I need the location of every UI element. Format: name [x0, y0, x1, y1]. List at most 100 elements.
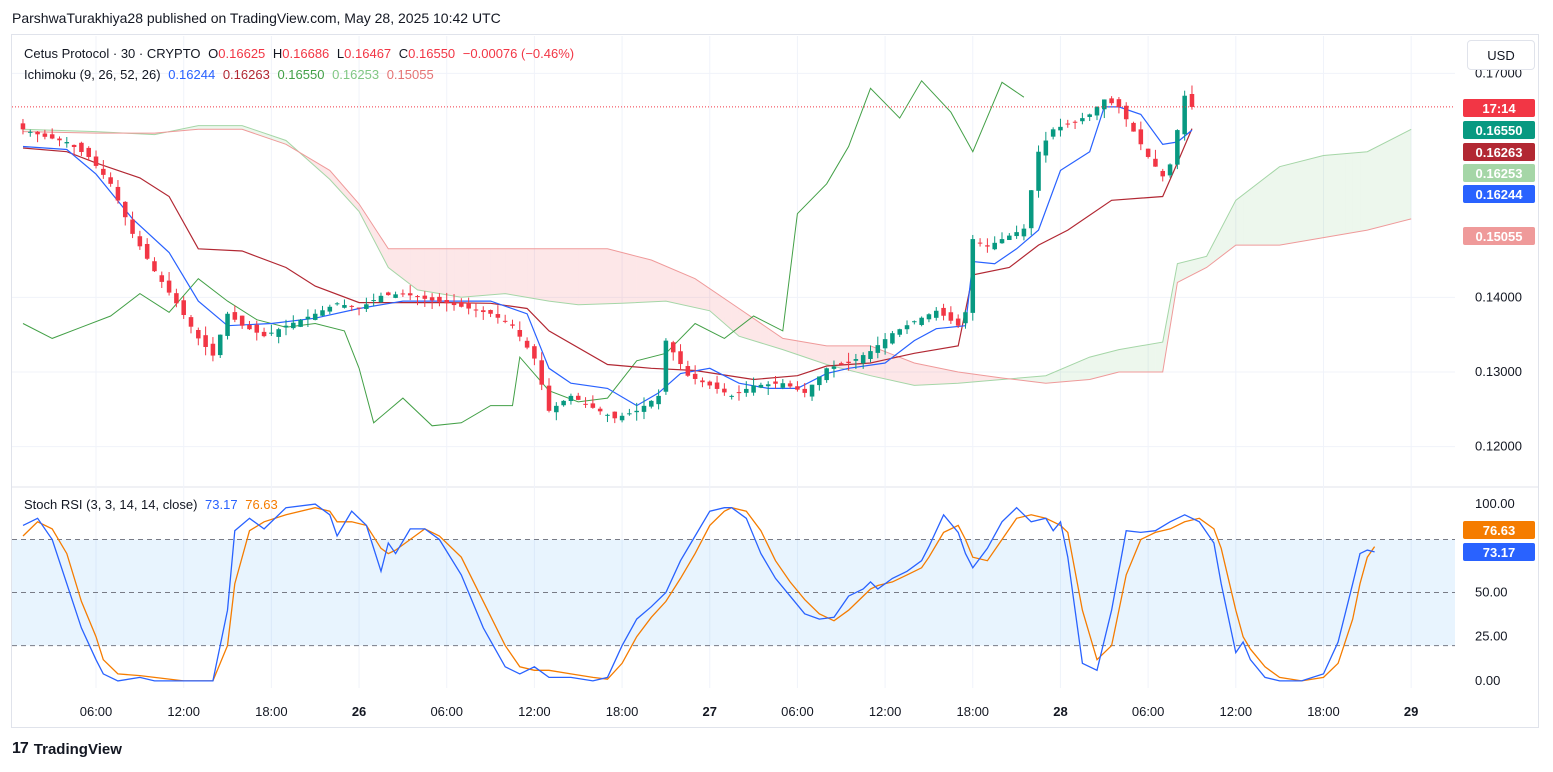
- candle-body: [1160, 170, 1166, 177]
- candle-body: [634, 410, 639, 413]
- cloud-segment: [1191, 258, 1200, 275]
- stoch-y-tick-label: 25.00: [1475, 629, 1508, 644]
- candle-body: [1065, 123, 1071, 125]
- x-tick-label: 06:00: [781, 704, 814, 719]
- cloud-segment: [519, 248, 528, 298]
- cloud-segment: [563, 248, 571, 304]
- x-tick-label: 06:00: [430, 704, 463, 719]
- candle-body: [283, 325, 289, 328]
- cloud-segment: [1148, 343, 1156, 372]
- x-tick-label: 12:00: [518, 704, 551, 719]
- candle-body: [79, 142, 84, 152]
- cloud-segment: [804, 342, 813, 360]
- cloud-segment: [1221, 214, 1229, 257]
- currency-button[interactable]: USD: [1467, 40, 1535, 70]
- cloud-segment: [1228, 200, 1236, 251]
- high-value: 0.16686: [282, 46, 330, 61]
- cloud-segment: [936, 367, 944, 385]
- cloud-segment: [892, 354, 900, 383]
- candle-body: [1109, 98, 1114, 104]
- x-tick-label: 12:00: [869, 704, 902, 719]
- cloud-segment: [1184, 260, 1192, 279]
- candle-body: [1058, 126, 1063, 131]
- kijun-value: 0.16263: [222, 67, 270, 82]
- candle-body: [1102, 99, 1107, 110]
- candle-body: [524, 340, 530, 348]
- symbol-title[interactable]: Cetus Protocol · 30 · CRYPTO: [24, 46, 201, 61]
- candle-body: [181, 300, 186, 316]
- candle-body: [663, 340, 669, 392]
- candle-body: [86, 147, 91, 157]
- candle-body: [269, 332, 274, 334]
- cloud-segment: [629, 254, 637, 303]
- candle-body: [619, 415, 625, 421]
- candle-body: [1050, 129, 1056, 137]
- candle-body: [386, 292, 391, 296]
- cloud-segment: [578, 248, 586, 305]
- candle-body: [963, 312, 968, 324]
- candle-body: [152, 261, 157, 272]
- cloud-segment: [1279, 164, 1287, 246]
- candle-body: [188, 317, 194, 327]
- candle-body: [707, 381, 713, 386]
- candle-body: [466, 302, 471, 309]
- candle-body: [933, 310, 939, 318]
- candle-body: [1182, 95, 1187, 135]
- cloud-segment: [717, 293, 725, 324]
- cloud-segment: [622, 252, 630, 304]
- price-tag-stoch-k: 73.17: [1463, 543, 1535, 561]
- candle-body: [919, 317, 924, 325]
- cloud-segment: [264, 133, 272, 140]
- cloud-segment: [760, 323, 769, 346]
- cloud-segment: [1345, 152, 1353, 234]
- candle-body: [320, 310, 325, 316]
- cloud-segment: [388, 248, 396, 274]
- candle-body: [1080, 118, 1085, 122]
- candle-body: [853, 359, 859, 361]
- cloud-segment: [417, 248, 425, 292]
- candle-body: [144, 243, 150, 259]
- chart-frame[interactable]: [11, 34, 1539, 728]
- candle-body: [415, 296, 420, 298]
- candle-body: [678, 351, 683, 365]
- candle-body: [174, 293, 179, 304]
- ichimoku-title[interactable]: Ichimoku (9, 26, 52, 26): [24, 67, 161, 82]
- candle-body: [809, 384, 815, 397]
- candle-body: [378, 295, 384, 303]
- cloud-segment: [592, 248, 601, 305]
- cloud-segment: [819, 344, 827, 365]
- candle-body: [334, 303, 340, 305]
- stoch-title[interactable]: Stoch RSI (3, 3, 14, 14, close): [24, 497, 198, 512]
- candle-body: [196, 330, 201, 339]
- price-tag-stoch-d: 76.63: [1463, 521, 1535, 539]
- candle-body: [597, 408, 603, 412]
- cloud-segment: [738, 308, 747, 339]
- tradingview-logo[interactable]: 17 TradingView: [12, 740, 122, 758]
- candle-body: [261, 331, 267, 337]
- cloud-segment: [1038, 375, 1046, 384]
- cloud-segment: [402, 248, 411, 285]
- cloud-segment: [709, 288, 718, 318]
- cloud-segment: [848, 345, 856, 372]
- cloud-segment: [1330, 154, 1339, 237]
- candle-body: [955, 318, 961, 326]
- candle-body: [912, 321, 917, 323]
- cloud-segment: [344, 187, 352, 204]
- senkou-a-value: 0.16253: [332, 67, 380, 82]
- candle-body: [115, 186, 121, 201]
- cloud-segment: [790, 339, 798, 355]
- candle-body: [422, 295, 428, 299]
- cloud-segment: [1257, 177, 1266, 246]
- cloud-segment: [1089, 355, 1097, 380]
- candle-body: [312, 313, 318, 320]
- cloud-segment: [1316, 155, 1324, 239]
- cloud-segment: [1308, 157, 1317, 241]
- change-value: −0.00076 (−0.46%): [462, 46, 575, 61]
- candle-body: [941, 307, 946, 316]
- candle-body: [926, 314, 932, 320]
- cloud-segment: [1199, 256, 1207, 272]
- x-tick-label: 18:00: [1307, 704, 1340, 719]
- cloud-segment: [490, 248, 498, 295]
